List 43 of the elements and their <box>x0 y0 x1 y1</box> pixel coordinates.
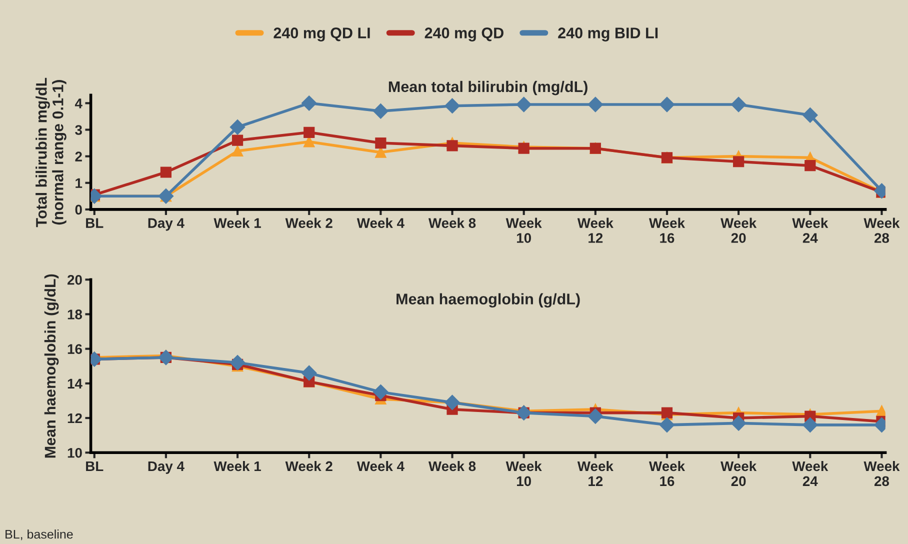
x-tick-label: Day 4 <box>148 461 184 474</box>
chart-title: Mean total bilirubin (mg/dL) <box>388 80 588 96</box>
y-tick-label: 0 <box>75 204 82 215</box>
legend-label: 240 mg BID LI <box>558 28 658 42</box>
x-tick-label: Week 24 <box>792 460 828 486</box>
x-tick-label: Week 16 <box>648 218 686 243</box>
y-tick-label: 3 <box>75 125 82 135</box>
y-tick-label: 16 <box>68 344 82 354</box>
x-tick-label: Week 2 <box>285 218 332 228</box>
x-tick-label: Day 4 <box>148 218 184 231</box>
x-tick-label: BL <box>86 461 104 472</box>
x-tick-label: Week 20 <box>720 218 757 243</box>
x-tick-label: Week 28 <box>864 218 900 243</box>
x-tick-label: Week 10 <box>506 460 542 486</box>
y-tick-label: 18 <box>68 310 82 320</box>
x-tick-label: Week 10 <box>506 218 542 243</box>
x-tick-label: Week 24 <box>792 218 828 243</box>
x-tick-label: Week 4 <box>356 218 404 228</box>
x-tick-label: Week 8 <box>428 460 476 472</box>
x-tick-label: Week 28 <box>864 460 900 486</box>
x-tick-label: Week 1 <box>214 460 261 472</box>
x-tick-label: BL <box>86 218 104 228</box>
x-tick-label: Week 12 <box>577 460 614 486</box>
y-axis-title: Total bilirubin mg/dL (normal range 0.1-1) <box>36 78 66 228</box>
text: Mean haemoglobin (g/dL) <box>396 293 580 308</box>
y-tick-label: 2 <box>75 152 82 162</box>
x-tick-label: Week 4 <box>356 460 404 472</box>
y-tick-label: 20 <box>68 274 82 285</box>
legend-label: 240 mg QD <box>424 28 504 42</box>
x-tick-label: Week 1 <box>214 218 261 228</box>
x-tick-label: Week 16 <box>648 460 686 486</box>
x-tick-label: Week 8 <box>428 218 476 228</box>
x-tick-label: Week 2 <box>285 460 332 472</box>
legend-label: 240 mg QD LI <box>274 28 370 42</box>
x-tick-label: Week 12 <box>577 218 614 243</box>
text: BL, baseline <box>6 530 73 540</box>
x-tick-label: Week 20 <box>720 460 757 486</box>
y-tick-label: 4 <box>74 98 82 108</box>
y-tick-label: 14 <box>68 378 82 388</box>
y-tick-label: 1 <box>76 178 82 188</box>
y-axis-title: Mean haemoglobin (g/dL) <box>44 274 59 458</box>
y-tick-label: 10 <box>68 448 82 458</box>
y-tick-label: 12 <box>68 413 82 424</box>
